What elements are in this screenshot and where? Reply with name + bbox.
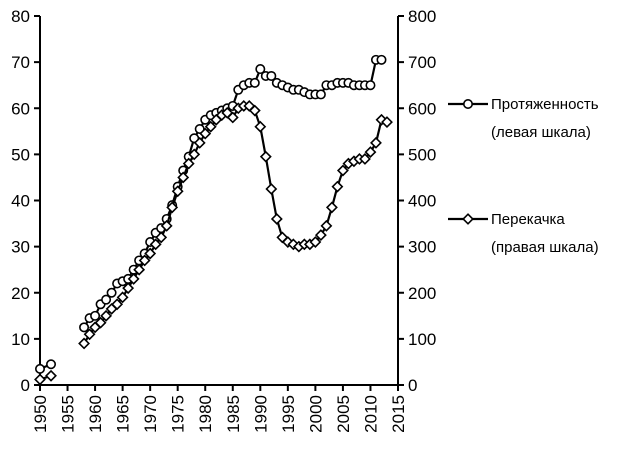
data-point: [259, 150, 272, 163]
y-right-tick-label: 400: [408, 192, 436, 211]
y-left-tick-label: 30: [11, 238, 30, 257]
y-left-tick-label: 10: [11, 330, 30, 349]
data-point: [255, 64, 266, 75]
y-right-tick-label: 500: [408, 145, 436, 164]
data-point: [116, 291, 129, 304]
data-point: [199, 127, 212, 140]
data-point: [365, 80, 376, 91]
data-point: [100, 309, 113, 322]
y-right-tick-label: 700: [408, 53, 436, 72]
data-point: [381, 116, 393, 129]
data-point: [314, 229, 327, 242]
y-left-tick-label: 60: [11, 99, 30, 118]
y-right-tick-label: 800: [408, 7, 436, 26]
data-point: [249, 77, 260, 88]
data-point: [90, 310, 101, 321]
data-point: [138, 254, 151, 267]
data-point: [155, 231, 168, 244]
data-point: [254, 120, 267, 133]
data-point: [266, 70, 277, 81]
data-point: [265, 183, 278, 195]
legend-entry: Перекачка (правая шкала): [448, 211, 599, 256]
data-point: [171, 185, 184, 198]
data-point: [177, 171, 190, 184]
y-left-tick-label: 20: [11, 284, 30, 303]
data-point: [315, 89, 326, 100]
data-point: [34, 363, 45, 374]
data-point: [331, 180, 344, 193]
data-point: [127, 272, 140, 285]
data-point: [94, 316, 107, 329]
series-length: [34, 54, 387, 374]
x-tick-label: 1950: [31, 395, 50, 433]
x-tick-label: 1985: [224, 395, 243, 433]
y-left-tick-label: 80: [11, 7, 30, 26]
x-tick-label: 1980: [196, 395, 215, 433]
y-left-tick-label: 50: [11, 145, 30, 164]
data-point: [359, 153, 371, 165]
legend-marker: [462, 99, 473, 110]
legend-label-sub: (правая шкала): [491, 239, 599, 256]
data-point: [320, 219, 333, 232]
x-tick-label: 1960: [86, 395, 105, 433]
data-point: [182, 157, 195, 170]
data-point: [364, 146, 377, 159]
data-point: [193, 136, 206, 149]
data-point: [166, 201, 179, 214]
series-line: [83, 104, 388, 345]
series-throughput: [34, 100, 393, 386]
data-point: [226, 111, 239, 124]
data-point: [34, 373, 46, 386]
legend-entry: Протяженность (левая шкала): [448, 96, 599, 141]
data-point: [45, 369, 57, 382]
y-right-tick-label: 0: [408, 376, 417, 395]
data-point: [144, 247, 157, 260]
data-point: [83, 328, 96, 341]
x-tick-label: 2000: [306, 395, 325, 433]
data-point: [149, 238, 162, 251]
y-right-tick-label: 200: [408, 284, 436, 303]
data-point: [376, 54, 387, 65]
legend-marker: [462, 213, 474, 225]
x-tick-label: 2005: [334, 395, 353, 433]
y-right-tick-label: 100: [408, 330, 436, 349]
data-point: [111, 298, 124, 311]
data-point: [122, 282, 135, 295]
x-tick-label: 1990: [251, 395, 270, 433]
data-point: [270, 213, 283, 225]
data-point: [204, 120, 217, 133]
data-point: [79, 322, 90, 333]
data-point: [106, 287, 117, 298]
data-point: [281, 236, 294, 248]
data-point: [133, 263, 146, 276]
data-point: [325, 201, 338, 214]
x-tick-label: 1955: [59, 395, 78, 433]
y-right-tick-label: 300: [408, 238, 436, 257]
data-point: [336, 164, 349, 177]
data-point: [188, 148, 201, 161]
x-tick-label: 1975: [169, 395, 188, 433]
x-tick-label: 1995: [279, 395, 298, 433]
data-point: [46, 359, 57, 370]
y-left-tick-label: 70: [11, 53, 30, 72]
data-point: [248, 104, 261, 117]
y-left-tick-label: 0: [21, 376, 30, 395]
x-tick-label: 1965: [114, 395, 133, 433]
data-point: [101, 294, 112, 305]
x-tick-label: 2015: [389, 395, 408, 433]
x-tick-label: 1970: [141, 395, 160, 433]
y-right-tick-label: 600: [408, 99, 436, 118]
data-point: [309, 236, 322, 248]
y-left-tick-label: 40: [11, 192, 30, 211]
legend-label: Протяженность: [491, 96, 599, 113]
x-tick-label: 2010: [361, 395, 380, 433]
legend-label: Перекачка: [491, 211, 565, 228]
data-point: [78, 337, 90, 350]
data-point: [370, 136, 382, 149]
data-point: [160, 219, 173, 232]
legend-label-sub: (левая шкала): [491, 124, 591, 141]
